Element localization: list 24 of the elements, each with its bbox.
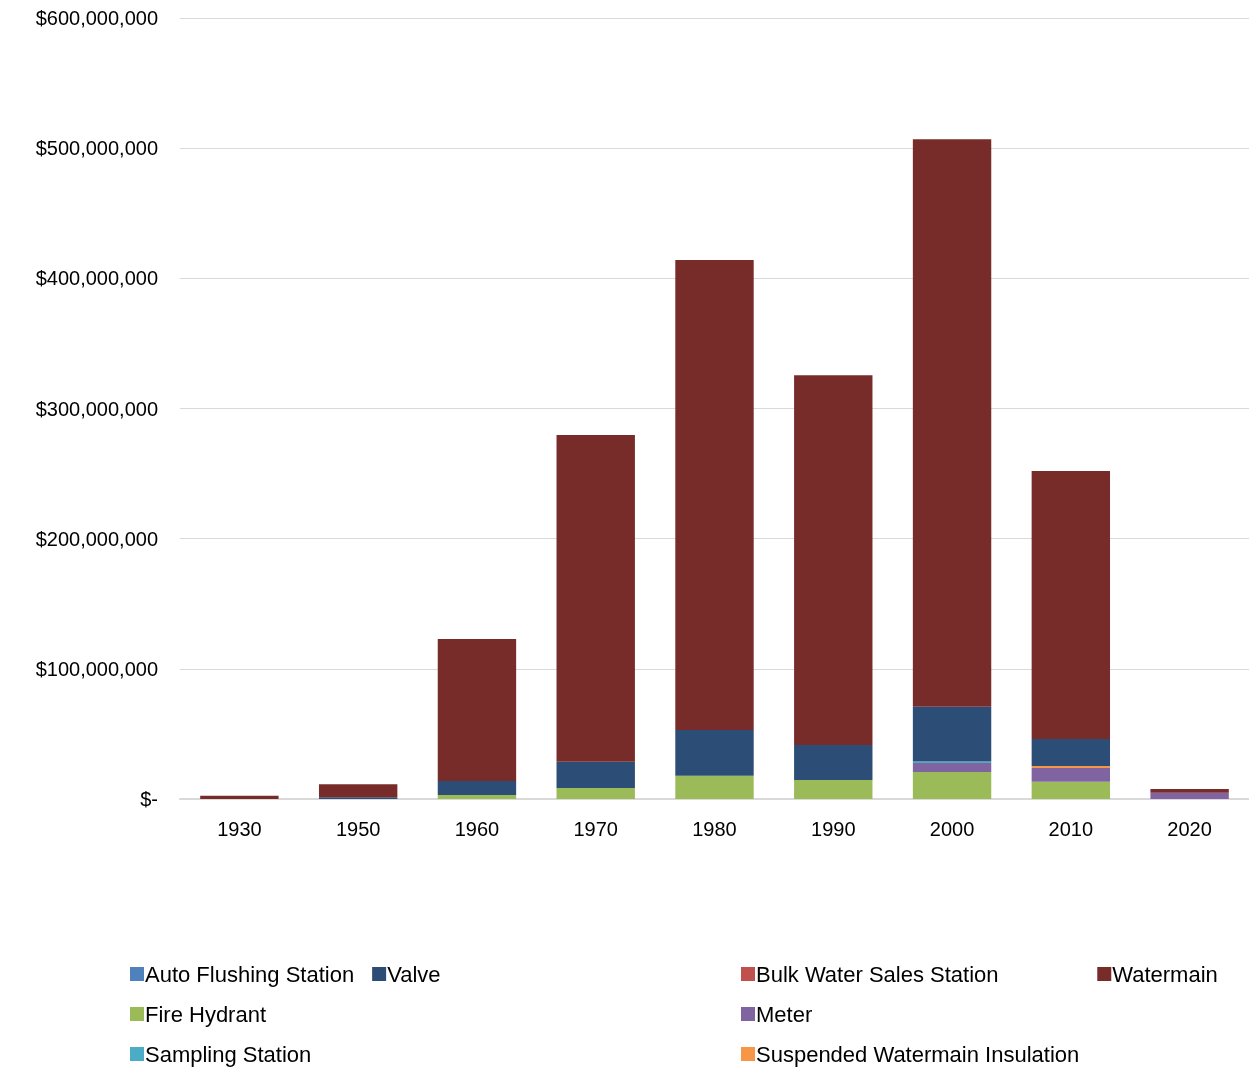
x-tick-label: 1970 (573, 818, 618, 840)
y-tick-label: $300,000,000 (35, 397, 158, 420)
x-tick-label: 1980 (692, 818, 737, 840)
x-tick-label: 2010 (1048, 818, 1094, 840)
y-tick-label: $400,000,000 (35, 267, 158, 290)
legend-label: Bulk Water Sales Station (756, 961, 999, 987)
x-tick-label: 1960 (454, 818, 500, 840)
y-tick-label: $500,000,000 (35, 137, 158, 160)
legend-label: Valve (387, 961, 441, 987)
y-tick-label: $600,000,000 (35, 7, 158, 29)
legend-label: Suspended Watermain Insulation (756, 1041, 1080, 1067)
y-tick-label: $- (140, 788, 158, 810)
legend-label: Sampling Station (145, 1041, 312, 1067)
legend-label: Meter (756, 1001, 813, 1027)
legend-label: Auto Flushing Station (145, 961, 355, 987)
y-tick-label: $200,000,000 (35, 527, 158, 550)
x-tick-label: 1950 (335, 818, 381, 840)
legend-label: Watermain (1112, 961, 1218, 987)
y-tick-label: $100,000,000 (35, 657, 158, 680)
x-tick-label: 1990 (811, 818, 856, 840)
x-tick-label: 2000 (929, 818, 975, 840)
x-tick-label: 1930 (217, 818, 262, 840)
x-tick-label: 2020 (1167, 818, 1212, 840)
legend-label: Fire Hydrant (145, 1001, 267, 1027)
